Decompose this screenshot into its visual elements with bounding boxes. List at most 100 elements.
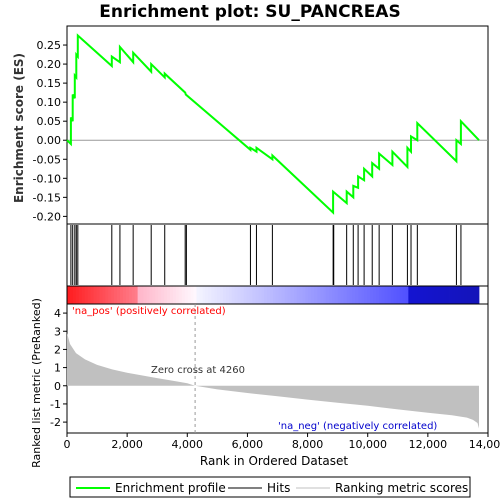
heatmap-cell: [161, 286, 164, 304]
heatmap-cell: [79, 286, 82, 304]
es-y-tick-label: -0.05: [33, 153, 61, 166]
heatmap-cell: [341, 286, 344, 304]
heatmap-cell: [249, 286, 252, 304]
heatmap-cell: [335, 286, 338, 304]
heatmap-cell: [158, 286, 161, 304]
heatmap-cell: [417, 286, 420, 304]
heatmap-cell: [173, 286, 176, 304]
heatmap-cell: [397, 286, 400, 304]
heatmap-cell: [205, 286, 208, 304]
positive-correlation-label: 'na_pos' (positively correlated): [72, 306, 226, 317]
heatmap-cell: [247, 286, 250, 304]
rank-x-tick-label: 8,000: [292, 438, 324, 451]
es-y-tick-label: 0.15: [37, 77, 62, 90]
heatmap-cell: [476, 286, 479, 304]
heatmap-cell: [285, 286, 288, 304]
heatmap-cell: [308, 286, 311, 304]
es-y-tick-label: -0.15: [33, 191, 61, 204]
heatmap-cell: [93, 286, 96, 304]
heatmap-cell: [135, 286, 138, 304]
heatmap-cell: [120, 286, 123, 304]
heatmap-cell: [279, 286, 282, 304]
heatmap-cell: [117, 286, 120, 304]
es-y-tick-label: 0.25: [37, 39, 62, 52]
heatmap-cell: [226, 286, 229, 304]
es-plot-frame: [67, 26, 488, 224]
heatmap-cell: [270, 286, 273, 304]
heatmap-cell: [358, 286, 361, 304]
heatmap-cell: [235, 286, 238, 304]
es-panel: 0.25 0.20 0.15 0.10 0.05 0.00 -0.05 -0.10 -0.15 -…: [33, 26, 488, 224]
heatmap-cell: [400, 286, 403, 304]
heatmap-cell: [70, 286, 73, 304]
heatmap-cell: [338, 286, 341, 304]
heatmap-cell: [238, 286, 241, 304]
x-axis-label: Rank in Ordered Dataset: [200, 454, 348, 468]
heatmap-cell: [132, 286, 135, 304]
heatmap-cell: [426, 286, 429, 304]
heatmap-cell: [261, 286, 264, 304]
heatmap-cell: [276, 286, 279, 304]
heatmap-cell: [102, 286, 105, 304]
heatmap-cell: [273, 286, 276, 304]
heatmap-cell: [385, 286, 388, 304]
heatmap-cell: [411, 286, 414, 304]
es-y-tick-label: -0.10: [33, 172, 61, 185]
heatmap-cell: [450, 286, 453, 304]
heatmap-cell: [367, 286, 370, 304]
heatmap-cell: [461, 286, 464, 304]
heatmap-cell: [332, 286, 335, 304]
legend-metric-label: Ranking metric scores: [335, 481, 468, 495]
heatmap-cell: [182, 286, 185, 304]
heatmap-cell: [323, 286, 326, 304]
heatmap-cell: [311, 286, 314, 304]
heatmap-cell: [394, 286, 397, 304]
heatmap-cell: [138, 286, 141, 304]
heatmap-cell: [364, 286, 367, 304]
heatmap-cell: [444, 286, 447, 304]
heatmap-cell: [452, 286, 455, 304]
heatmap-cell: [473, 286, 476, 304]
heatmap-cell: [179, 286, 182, 304]
es-y-tick-label: 0.10: [37, 96, 62, 109]
heatmap-cell: [264, 286, 267, 304]
rank-y-tick-label: 3: [54, 325, 61, 338]
hits-panel: [67, 224, 488, 286]
heatmap-cell: [114, 286, 117, 304]
heatmap-cell: [217, 286, 220, 304]
es-y-tick-label: -0.20: [33, 210, 61, 223]
heatmap-cell: [435, 286, 438, 304]
heatmap-cell: [208, 286, 211, 304]
heatmap-cell: [464, 286, 467, 304]
heatmap-cell: [244, 286, 247, 304]
rank-x-tick-label: 6,000: [232, 438, 264, 451]
rank-y-tick-label: -1: [50, 398, 61, 411]
heatmap-cell: [355, 286, 358, 304]
heatmap-cell: [223, 286, 226, 304]
heatmap-cell: [352, 286, 355, 304]
heatmap-cell: [149, 286, 152, 304]
heatmap-cell: [267, 286, 270, 304]
es-y-tick-label: 0.20: [37, 58, 62, 71]
heatmap-cell: [126, 286, 129, 304]
heatmap-cell: [297, 286, 300, 304]
rank-x-tick-label: 14,000: [469, 438, 500, 451]
heatmap-cell: [349, 286, 352, 304]
rank-x-tick-label: 12,000: [409, 438, 448, 451]
heatmap-cell: [164, 286, 167, 304]
heatmap-cell: [146, 286, 149, 304]
legend-profile-label: Enrichment profile: [115, 481, 226, 495]
heatmap-cell: [455, 286, 458, 304]
heatmap-cell: [202, 286, 205, 304]
heatmap-cell: [382, 286, 385, 304]
heatmap-cell: [252, 286, 255, 304]
heatmap-cell: [414, 286, 417, 304]
heatmap-cell: [167, 286, 170, 304]
heatmap-cell: [141, 286, 144, 304]
heatmap-cell: [191, 286, 194, 304]
heatmap-cell: [91, 286, 94, 304]
heatmap-cell: [108, 286, 111, 304]
heatmap-cell: [320, 286, 323, 304]
heatmap-cell: [258, 286, 261, 304]
heatmap-cell: [144, 286, 147, 304]
